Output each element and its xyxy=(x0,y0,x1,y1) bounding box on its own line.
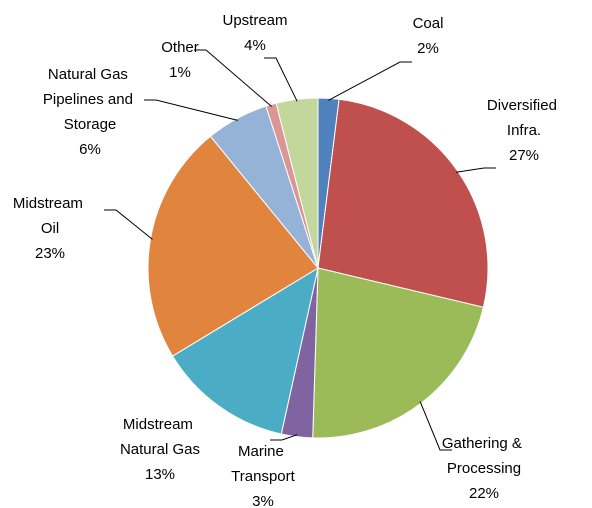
slice-label: Natural Gas Pipelines and Storage xyxy=(43,66,137,133)
pie-slice xyxy=(317,98,489,308)
leader-line xyxy=(264,57,298,102)
slice-label: Diversified Infra. xyxy=(487,97,561,139)
slice-label: Midstream Natural Gas xyxy=(120,416,200,458)
slice-label: Other xyxy=(161,39,199,56)
value-label: 27% xyxy=(509,147,539,164)
pie-slice xyxy=(275,97,319,269)
label-line: Gathering & xyxy=(442,435,526,452)
label-line: Pipelines and xyxy=(43,91,137,108)
label-line: Transport xyxy=(231,468,295,485)
value-label: 1% xyxy=(169,64,191,81)
leader-line xyxy=(328,61,412,101)
leader-line xyxy=(144,99,238,121)
leader-line xyxy=(455,167,496,173)
label-line: Processing xyxy=(447,460,521,477)
value-label: 13% xyxy=(145,466,175,483)
label-line: Coal xyxy=(413,15,444,32)
label-line: Midstream xyxy=(13,195,87,212)
pie-slice xyxy=(147,135,319,357)
label-line: Infra. xyxy=(507,122,541,139)
value-label: 3% xyxy=(252,493,274,508)
label-line: Other xyxy=(161,39,199,56)
leader-line xyxy=(104,209,153,240)
pie-slice xyxy=(312,267,484,439)
pie-slice xyxy=(171,266,319,435)
value-label: 4% xyxy=(244,37,266,54)
label-line: Marine xyxy=(238,443,288,460)
label-line: Natural Gas xyxy=(120,441,200,458)
slice-label: Midstream Oil xyxy=(13,195,87,237)
label-line: Upstream xyxy=(222,12,287,29)
label-line: Midstream xyxy=(123,416,197,433)
label-line: Natural Gas xyxy=(48,66,132,83)
value-label: 2% xyxy=(417,40,439,57)
leader-line xyxy=(270,434,298,441)
slice-label: Marine Transport xyxy=(231,443,295,485)
leader-line xyxy=(194,49,272,107)
value-label: 23% xyxy=(35,245,65,262)
slice-label: Gathering & Processing xyxy=(442,435,526,477)
value-label: 22% xyxy=(469,485,499,502)
label-line: Diversified xyxy=(487,97,561,114)
label-line: Oil xyxy=(41,220,59,237)
value-label: 6% xyxy=(79,141,101,158)
leader-line xyxy=(419,401,452,451)
label-line: Storage xyxy=(64,116,117,133)
slice-label: Upstream xyxy=(222,12,287,29)
slice-label: Coal xyxy=(413,15,444,32)
